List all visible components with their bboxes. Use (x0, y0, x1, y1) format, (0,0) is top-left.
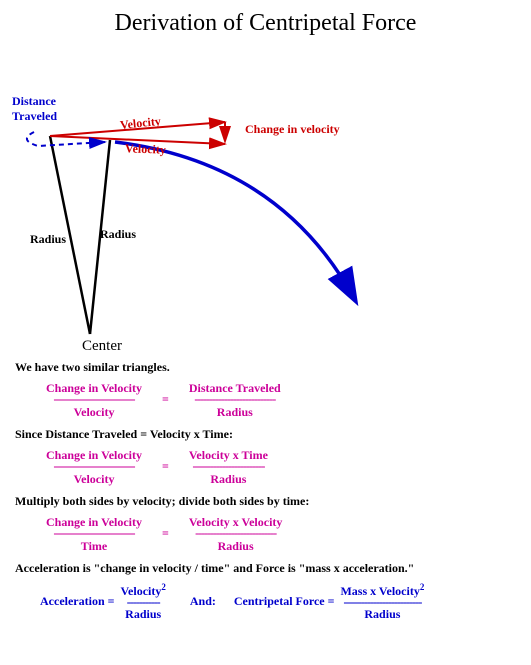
dash: --------------------------- (54, 530, 135, 537)
accel-label: Acceleration = (40, 594, 114, 609)
radius-left-label: Radius (30, 232, 66, 247)
accel-den: Radius (125, 607, 161, 621)
diagram: Distance Traveled Velocity Velocity Chan… (0, 42, 531, 352)
para-4: Acceleration is "change in velocity / ti… (15, 561, 516, 576)
equation-3: Change in Velocity ---------------------… (40, 515, 516, 553)
eq3-left-den: Time (81, 539, 107, 553)
and-label: And: (190, 594, 216, 609)
dash: -------------------------- (343, 599, 421, 606)
dash: --------------------------- (54, 396, 135, 403)
derivation-text: We have two similar triangles. Change in… (0, 360, 531, 622)
dash: --------------------------- (54, 463, 135, 470)
eq2-left-den: Velocity (74, 472, 115, 486)
equation-final: Acceleration = Velocity2 ----------- Rad… (40, 582, 516, 622)
eq1-right-den: Radius (217, 405, 253, 419)
eq1-left-den: Velocity (74, 405, 115, 419)
para-1: We have two similar triangles. (15, 360, 516, 375)
equation-2: Change in Velocity ---------------------… (40, 448, 516, 486)
distance-traveled-label: Distance Traveled (12, 94, 57, 124)
force-label: Centripetal Force = (234, 594, 335, 609)
orbit-arc (115, 142, 355, 300)
equals: = (162, 459, 169, 474)
force-den: Radius (364, 607, 400, 621)
change-velocity-label: Change in velocity (245, 122, 340, 137)
center-label: Center (82, 338, 122, 355)
equation-1: Change in Velocity ---------------------… (40, 381, 516, 419)
velocity-lower-label: Velocity (125, 141, 166, 157)
para-3: Multiply both sides by velocity; divide … (15, 494, 516, 509)
radius-right-label: Radius (100, 227, 136, 242)
dash: --------------------------- (194, 396, 275, 403)
equals: = (162, 526, 169, 541)
dash: ----------- (127, 599, 160, 606)
dash: ------------------------ (192, 463, 264, 470)
page-title: Derivation of Centripetal Force (0, 10, 531, 37)
dash: --------------------------- (195, 530, 276, 537)
diagram-svg (0, 42, 531, 352)
para-2: Since Distance Traveled = Velocity x Tim… (15, 427, 516, 442)
eq2-right-den: Radius (210, 472, 246, 486)
equals: = (162, 392, 169, 407)
eq3-right-den: Radius (218, 539, 254, 553)
